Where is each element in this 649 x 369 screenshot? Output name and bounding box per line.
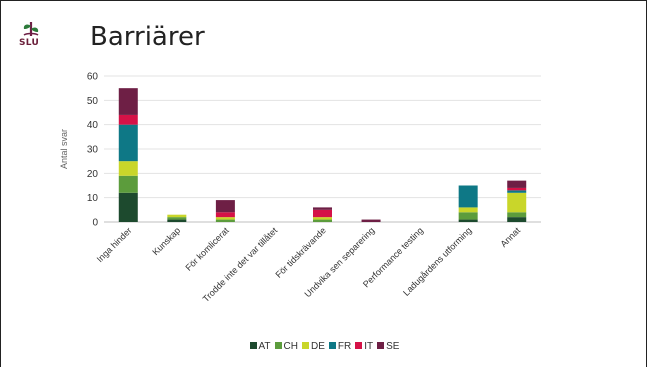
bar-segment-de (215, 217, 235, 220)
legend-label: AT (258, 341, 271, 352)
legend-label: DE (311, 341, 325, 352)
y-tick-label: 60 (87, 72, 99, 83)
legend-swatch (302, 342, 309, 349)
x-tick-label: För tidskrävande (273, 225, 327, 279)
bar-segment-ch (215, 219, 235, 222)
y-tick-label: 40 (87, 120, 99, 131)
x-tick-label: Annat (498, 225, 522, 249)
bar-segment-fr (507, 190, 527, 193)
bar-segment-ch (118, 175, 138, 193)
y-tick-label: 0 (92, 218, 98, 229)
legend-label: FR (337, 341, 352, 352)
bar-segment-de (118, 161, 138, 176)
bar-segment-de (507, 192, 527, 213)
slu-logo-icon (23, 21, 39, 36)
bar-segment-it (313, 209, 332, 218)
y-tick-label: 50 (87, 96, 99, 107)
bar-segment-ch (313, 219, 332, 222)
bar-segment-at (118, 192, 138, 222)
legend-swatch (274, 342, 282, 349)
legend-label: IT (364, 341, 374, 352)
bar-segment-ch (507, 212, 527, 218)
x-tick-label: För komlicerat (183, 225, 231, 273)
bar-segment-at (507, 217, 527, 222)
bar-segment-at (167, 219, 187, 222)
bar-segment-ch (458, 212, 478, 220)
legend-item: DE (302, 341, 325, 352)
legend-item: IT (355, 341, 373, 352)
slide-title: Barriärer (90, 22, 205, 52)
legend-swatch (328, 342, 336, 349)
bar-segment-se (313, 207, 332, 210)
bar-segment-it (507, 187, 527, 191)
legend-swatch (249, 342, 257, 349)
bar-segment-at (458, 219, 478, 222)
legend-swatch (355, 342, 363, 349)
bar-segment-fr (458, 185, 478, 208)
legend-item: CH (274, 341, 298, 352)
bar-segment-se (507, 180, 527, 188)
bar-segment-se (361, 219, 381, 222)
bar-segment-ch (167, 217, 187, 220)
x-tick-label: Inga hinder (95, 225, 134, 264)
legend-label: SE (386, 341, 400, 352)
legend-label: CH (283, 341, 298, 352)
bar-segment-de (313, 217, 332, 220)
legend-item: FR (328, 341, 352, 352)
bar-segment-de (458, 207, 478, 213)
bar-segment-se (118, 88, 138, 115)
bar-segment-se (215, 200, 235, 213)
chart-legend: AT CH DE FR IT SE (0, 341, 649, 352)
bar-segment-de (167, 214, 187, 218)
logo-text: SLU (19, 38, 40, 48)
bar-segment-it (215, 212, 235, 218)
y-axis-label: Antal svar (59, 129, 69, 169)
y-tick-label: 20 (87, 169, 99, 180)
bar-segment-it (118, 114, 138, 125)
legend-item: AT (249, 341, 271, 352)
legend-item: SE (377, 341, 399, 352)
y-tick-label: 10 (87, 193, 99, 204)
legend-swatch (377, 342, 385, 349)
bar-segment-fr (118, 124, 138, 162)
x-tick-label: Kunskap (150, 225, 182, 257)
y-tick-label: 30 (87, 145, 99, 156)
